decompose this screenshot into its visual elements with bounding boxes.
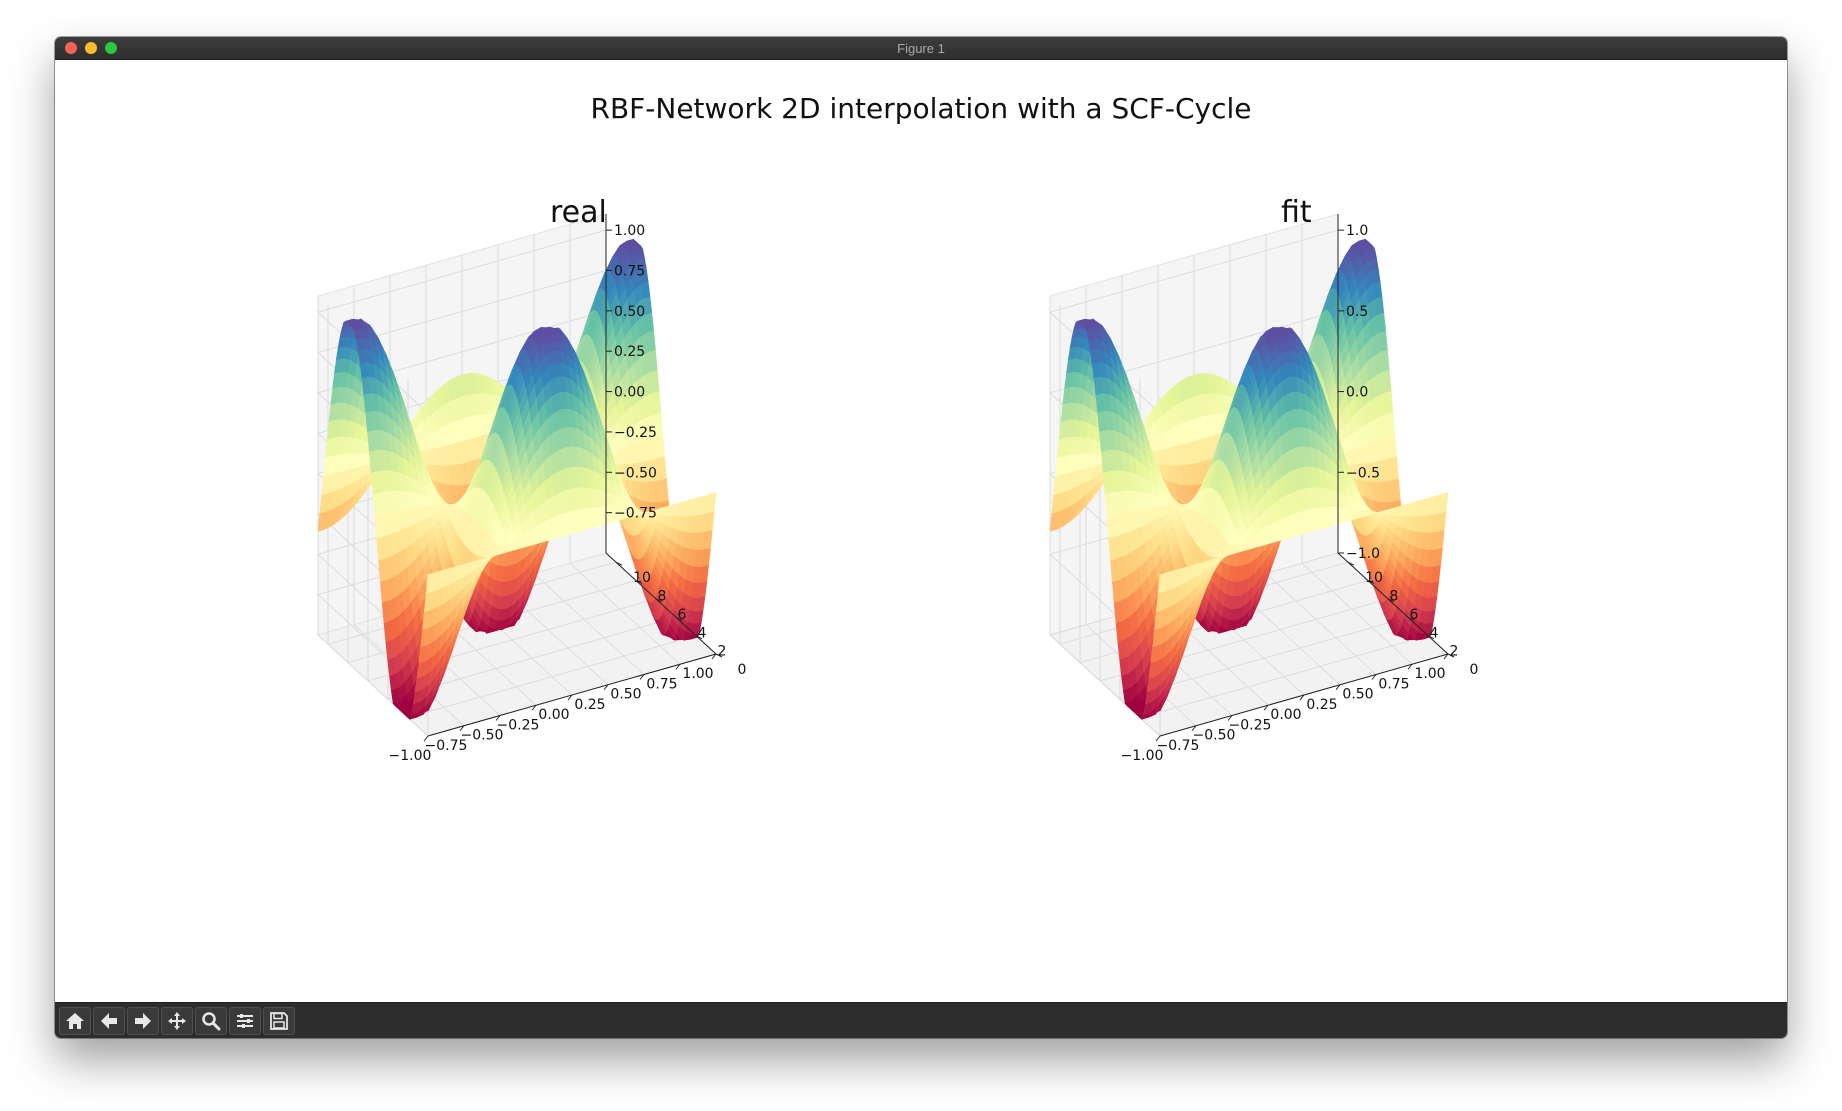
subplot-title-real: real xyxy=(550,195,607,230)
surface-cell xyxy=(646,330,656,353)
x-tick-label: 0.00 xyxy=(538,707,569,723)
surface-cell xyxy=(1378,330,1388,353)
y-tick-label: 0 xyxy=(738,662,747,678)
surface-cell xyxy=(1374,296,1385,316)
z-tick-label: −0.50 xyxy=(614,465,657,481)
x-tick-label: 1.00 xyxy=(682,666,713,682)
y-tick-label: 6 xyxy=(678,607,687,623)
grid-line xyxy=(569,224,681,665)
surface-cell xyxy=(659,478,669,503)
z-tick-label: 0.00 xyxy=(614,385,645,401)
figure-suptitle: RBF-Network 2D interpolation with a SCF-… xyxy=(590,92,1252,125)
x-tick-label: −0.25 xyxy=(497,717,540,733)
z-tick-label: −0.25 xyxy=(614,425,657,441)
surface-mesh xyxy=(317,238,717,720)
z-tick-label: 0.25 xyxy=(614,344,645,360)
surface-cell xyxy=(651,390,662,416)
surface-cell xyxy=(1372,281,1383,300)
z-tick-label: 1.00 xyxy=(614,223,645,239)
maximize-window-button[interactable] xyxy=(105,42,117,54)
surface-cell xyxy=(1371,268,1381,285)
y-tick-label: 10 xyxy=(633,570,651,586)
surface-cell xyxy=(650,369,660,394)
window-title: Figure 1 xyxy=(897,41,945,56)
surface-cell xyxy=(655,434,665,460)
title-bar[interactable]: Figure 1 xyxy=(55,37,1787,60)
surface-cell xyxy=(648,349,658,373)
surface-cell xyxy=(657,456,667,482)
surface-cell xyxy=(1389,456,1399,482)
y-tick-label: 8 xyxy=(658,589,667,605)
surface-cell xyxy=(644,312,654,334)
minimize-window-button[interactable] xyxy=(85,42,97,54)
z-tick-label: −0.75 xyxy=(614,506,657,522)
surface-plot-fit[interactable]: −1.00−0.75−0.50−0.250.000.250.500.751.00… xyxy=(787,60,1653,1002)
x-tick-label: 0.25 xyxy=(574,697,605,713)
surface-cell xyxy=(1387,434,1397,460)
surface-cell xyxy=(1376,312,1386,334)
y-tick-label: 2 xyxy=(718,644,727,660)
figure-canvas[interactable]: RBF-Network 2D interpolation with a SCF-… xyxy=(55,60,1787,1002)
grid-line xyxy=(317,296,429,737)
surface-cell xyxy=(1391,478,1401,503)
surface-cell xyxy=(1380,349,1390,373)
x-tick-label: 0.75 xyxy=(646,676,677,692)
subplot-fit[interactable]: −1.00 −0.75 −0.50 −0.25 0.00 0.25 0.50 0.75 1.00… xyxy=(787,60,1653,1002)
x-tick-label: 0.50 xyxy=(610,687,641,703)
z-tick-label: 0.75 xyxy=(614,264,645,280)
z-tick-label: 0.50 xyxy=(614,304,645,320)
surface-cell xyxy=(1383,390,1394,416)
surface-plot-real[interactable]: −1.00−0.75−0.50−0.250.000.250.500.751.00… xyxy=(55,60,921,1002)
surface-cell xyxy=(1382,369,1392,394)
figure-window: Figure 1 RBF-Network 2D interpolation wi… xyxy=(55,37,1787,1038)
y-tick-label: 4 xyxy=(698,625,707,641)
subplot-real[interactable]: −1.00 −0.75 −0.50 −0.25 0.00 0.25 0.50 0.75 1.00… xyxy=(55,60,921,1002)
close-window-button[interactable] xyxy=(65,42,77,54)
surface-cell xyxy=(1385,412,1396,438)
surface-cell xyxy=(640,281,651,300)
